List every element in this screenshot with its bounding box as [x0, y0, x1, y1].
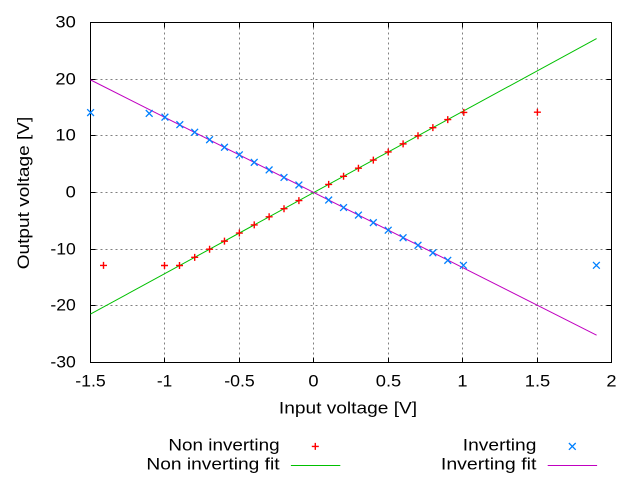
svg-text:-30: -30	[50, 353, 75, 372]
svg-text:-1: -1	[157, 372, 172, 391]
svg-text:Non inverting: Non inverting	[168, 436, 279, 455]
svg-text:1.5: 1.5	[525, 372, 550, 391]
svg-text:Input voltage [V]: Input voltage [V]	[279, 399, 417, 418]
svg-text:2: 2	[606, 372, 616, 391]
svg-text:0: 0	[308, 372, 318, 391]
svg-text:-10: -10	[50, 240, 75, 259]
svg-text:-0.5: -0.5	[224, 372, 255, 391]
svg-text:10: 10	[55, 126, 75, 145]
svg-text:20: 20	[55, 70, 75, 89]
svg-text:Inverting fit: Inverting fit	[441, 455, 537, 474]
svg-text:Inverting: Inverting	[463, 436, 537, 455]
svg-text:1: 1	[457, 372, 467, 391]
svg-text:-1.5: -1.5	[75, 372, 106, 391]
svg-text:0.5: 0.5	[376, 372, 401, 391]
svg-text:0: 0	[66, 183, 76, 202]
svg-text:30: 30	[55, 13, 75, 32]
svg-text:Non inverting fit: Non inverting fit	[146, 455, 279, 474]
svg-text:Output voltage [V]: Output voltage [V]	[14, 117, 33, 270]
svg-text:-20: -20	[50, 296, 75, 315]
